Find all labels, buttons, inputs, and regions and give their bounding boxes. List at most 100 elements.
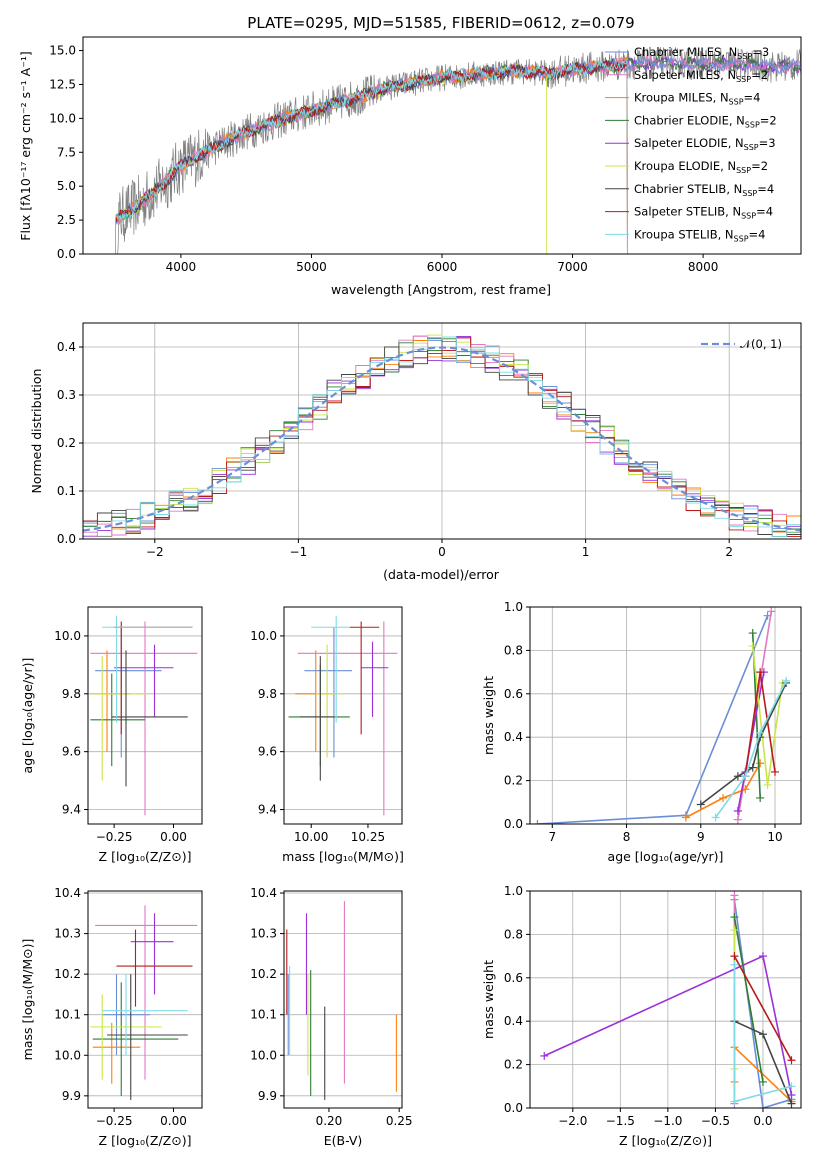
x-tick-label: 2 [725,545,733,559]
y-tick-label: 0.1 [57,484,76,498]
legend-label: Kroupa STELIB, NSSP=4 [634,227,765,243]
y-tick-label: 0.2 [57,436,76,450]
residual-xlabel: (data-model)/error [383,567,500,582]
x-tick-label: 6000 [427,260,458,274]
y-tick-label: 1.0 [504,884,523,898]
y-tick-label: 0.0 [57,247,76,261]
y-tick-label: 10.2 [54,967,81,981]
kroupa-stelib-weight-marker [787,1082,796,1091]
mass_vs_Z-panel: −0.25 0.00 9.9 10.0 10.1 10.2 10.3 10.4 Z [log₁₀… [20,886,203,1148]
age_vs_mass-frame [283,606,403,825]
age_vs_mass-panel: 10.00 10.25 9.4 9.6 9.8 10.0 mass [log₁₀(M/M⊙)… [250,606,404,864]
x-tick-label: −1.5 [606,1114,635,1128]
kroupa-stelib-weight-line [714,680,787,818]
y-tick-label: 10.2 [250,967,277,981]
kroupa-stelib-weight-marker [730,960,739,969]
mass_vs_Z-xlabel: Z [log₁₀(Z/Z⊙)] [99,1133,192,1148]
salpeter-miles-weight-marker [767,607,776,616]
x-tick-label: 8000 [688,260,719,274]
kroupa-stelib-weight-marker [741,772,750,781]
y-tick-label: 0.6 [504,971,523,985]
mass_vs_Z-ylabel: mass [log₁₀(M/M⊙)] [20,939,35,1061]
plot-area [288,615,398,816]
chabrier-stelib-weight-marker [733,772,742,781]
salpeter-stelib-model-line [115,59,628,254]
x-tick-label: 0 [438,545,446,559]
spectrum-axes-frame [82,36,802,255]
gaussian-curve [83,346,801,532]
y-tick-label: 9.8 [62,687,81,701]
y-tick-label: 10.4 [54,886,81,900]
salpeter-elodie-weight-marker [758,952,767,961]
y-tick-label: 0.0 [504,1101,523,1115]
kroupa-stelib-histogram [83,336,801,538]
salpeter-stelib-weight-line [733,955,793,1061]
y-tick-label: 0.4 [504,730,523,744]
x-tick-label: 0.20 [316,1114,343,1128]
x-tick-label: −0.5 [701,1114,730,1128]
y-tick-label: 10.1 [250,1008,277,1022]
x-tick-label: 8 [623,830,631,844]
parameter-panels: −0.25 0.00 9.4 9.6 9.8 10.0 Z [log₁₀(Z/Z⊙)] age… [20,600,802,1148]
spectrum-legend: Chabrier MILES, NSSP=3 Salpeter MILES, NS… [605,45,777,243]
spectrum-title: PLATE=0295, MJD=51585, FIBERID=0612, z=0… [247,14,634,32]
x-tick-label: 10 [767,830,782,844]
age_vs_Z-xlabel: Z [log₁₀(Z/Z⊙)] [99,849,192,864]
y-tick-label: 1.0 [504,600,523,614]
residual-ylabel: Normed distribution [29,369,44,494]
y-tick-label: 10.0 [250,629,277,643]
x-tick-label: −2 [146,545,164,559]
kroupa-stelib-weight-marker [730,1097,739,1106]
y-tick-label: 0.0 [504,817,523,831]
y-tick-label: 0.4 [504,1014,523,1028]
x-tick-label: 10.00 [294,830,328,844]
y-tick-label: 0.8 [504,927,523,941]
plot-area [90,615,198,816]
gaussian-legend-label: 𝒩(0, 1) [740,337,782,351]
kroupa-stelib-weight-marker [782,676,791,685]
legend-label: Salpeter MILES, NSSP=2 [634,68,768,84]
chabrier-elodie-weight-marker [730,913,739,922]
y-tick-label: 10.3 [54,927,81,941]
y-tick-label: 5.0 [57,179,76,193]
weight_vs_Z-xlabel: Z [log₁₀(Z/Z⊙)] [619,1133,712,1148]
weight_vs_Z-ylabel: mass weight [481,960,496,1039]
chabrier-miles-weight-marker [758,1104,767,1108]
y-tick-label: 9.4 [258,803,277,817]
weight_vs_Z-frame [529,890,802,1109]
y-tick-label: 10.3 [250,927,277,941]
legend-label: Kroupa MILES, NSSP=4 [634,91,760,107]
weight_vs_Z-panel: −2.0 −1.5 −1.0 −0.5 0.0 0.0 0.2 0.4 0.6 0.8 1.0 Z [… [481,884,802,1148]
kroupa-miles-weight-marker [681,813,690,822]
y-tick-label: 10.0 [54,1048,81,1062]
residual-legend: 𝒩(0, 1) [701,337,782,351]
y-tick-label: 10.4 [250,886,277,900]
y-tick-label: 9.6 [62,745,81,759]
y-tick-label: 0.6 [504,687,523,701]
y-tick-label: 10.1 [54,1008,81,1022]
x-tick-label: 4000 [166,260,197,274]
salpeter-miles-weight-marker [733,815,742,824]
plot-area [90,905,198,1100]
salpeter-stelib-weight-marker [730,952,739,961]
plot-area [533,607,791,824]
mass_vs_ebv-frame [283,890,403,1109]
x-tick-label: −0.25 [96,1114,133,1128]
kroupa-miles-weight-marker [756,759,765,768]
chabrier-stelib-weight-marker [758,1030,767,1039]
weight_vs_age-xlabel: age [log₁₀(age/yr)] [608,849,724,864]
spectrum-xlabel: wavelength [Angstrom, rest frame] [331,282,551,297]
y-tick-label: 9.9 [258,1089,277,1103]
x-tick-label: 9 [697,830,705,844]
legend-label: Salpeter STELIB, NSSP=4 [634,205,773,221]
weight_vs_age-ylabel: mass weight [481,676,496,755]
chabrier-elodie-weight-marker [748,629,757,638]
plot-area [540,891,796,1108]
y-tick-label: 9.4 [62,803,81,817]
mass_vs_ebv-panel: 0.20 0.25 9.9 10.0 10.1 10.2 10.3 10.4 E(B-V) [250,886,412,1148]
kroupa-miles-weight-line [685,762,761,819]
legend-label: Chabrier ELODIE, NSSP=2 [634,113,777,129]
legend-label: Kroupa ELODIE, NSSP=2 [634,159,768,175]
x-tick-label: 0.00 [160,830,187,844]
